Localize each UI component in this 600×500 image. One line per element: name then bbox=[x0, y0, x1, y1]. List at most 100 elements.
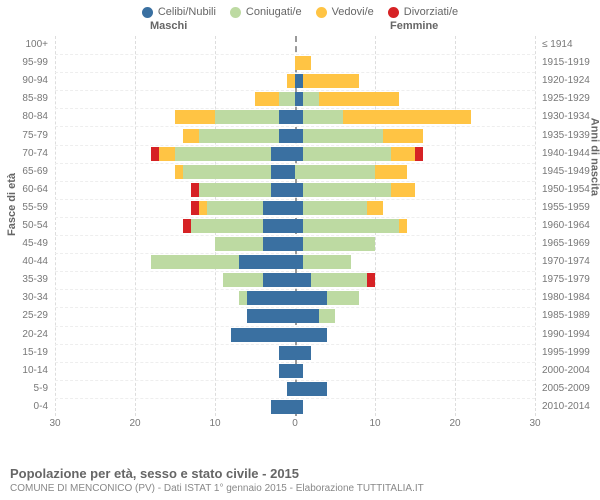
age-row: 35-391975-1979 bbox=[55, 272, 535, 288]
bar-female bbox=[295, 328, 327, 342]
bar-female bbox=[295, 129, 423, 143]
bar-segment bbox=[159, 147, 175, 161]
age-label: 40-44 bbox=[0, 256, 48, 267]
bar-segment bbox=[263, 237, 295, 251]
age-label: 95-99 bbox=[0, 57, 48, 68]
age-label: 5-9 bbox=[0, 383, 48, 394]
bar-segment bbox=[303, 92, 319, 106]
bar-male bbox=[191, 183, 295, 197]
bar-segment bbox=[295, 237, 303, 251]
birth-label: 1935-1939 bbox=[542, 130, 600, 141]
bar-segment bbox=[303, 201, 367, 215]
legend-swatch bbox=[316, 7, 327, 18]
x-tick: 20 bbox=[449, 418, 460, 429]
age-label: 55-59 bbox=[0, 202, 48, 213]
bar-segment bbox=[295, 129, 303, 143]
bar-segment bbox=[399, 219, 407, 233]
age-label: 65-69 bbox=[0, 166, 48, 177]
age-row: 100+≤ 1914 bbox=[55, 37, 535, 53]
bar-female bbox=[295, 309, 335, 323]
bar-male bbox=[215, 237, 295, 251]
legend-item: Vedovi/e bbox=[316, 6, 374, 18]
bar-segment bbox=[295, 346, 311, 360]
age-label: 10-14 bbox=[0, 365, 48, 376]
bar-segment bbox=[391, 183, 415, 197]
bar-segment bbox=[303, 129, 383, 143]
age-row: 90-941920-1924 bbox=[55, 73, 535, 89]
bar-segment bbox=[303, 74, 359, 88]
bar-segment bbox=[311, 273, 367, 287]
age-row: 75-791935-1939 bbox=[55, 128, 535, 144]
bar-segment bbox=[231, 328, 295, 342]
bar-segment bbox=[191, 219, 263, 233]
bar-female bbox=[295, 237, 375, 251]
age-row: 45-491965-1969 bbox=[55, 236, 535, 252]
bar-segment bbox=[343, 110, 471, 124]
bar-segment bbox=[239, 291, 247, 305]
bar-female bbox=[295, 56, 311, 70]
bar-female bbox=[295, 255, 351, 269]
age-row: 65-691945-1949 bbox=[55, 164, 535, 180]
age-label: 85-89 bbox=[0, 93, 48, 104]
birth-label: ≤ 1914 bbox=[542, 39, 600, 50]
bar-segment bbox=[295, 400, 303, 414]
bar-segment bbox=[279, 92, 295, 106]
bar-female bbox=[295, 110, 471, 124]
age-label: 45-49 bbox=[0, 238, 48, 249]
birth-label: 1950-1954 bbox=[542, 184, 600, 195]
legend: Celibi/NubiliConiugati/eVedovi/eDivorzia… bbox=[0, 0, 600, 20]
legend-item: Coniugati/e bbox=[230, 6, 302, 18]
bar-male bbox=[287, 74, 295, 88]
bar-segment bbox=[207, 201, 263, 215]
age-row: 10-142000-2004 bbox=[55, 363, 535, 379]
bar-segment bbox=[415, 147, 423, 161]
x-axis: 3020100102030 bbox=[55, 418, 535, 434]
age-label: 0-4 bbox=[0, 401, 48, 412]
bar-segment bbox=[303, 237, 375, 251]
bar-female bbox=[295, 382, 327, 396]
birth-label: 1995-1999 bbox=[542, 347, 600, 358]
age-label: 30-34 bbox=[0, 292, 48, 303]
bar-segment bbox=[383, 129, 423, 143]
age-row: 85-891925-1929 bbox=[55, 91, 535, 107]
bar-segment bbox=[263, 273, 295, 287]
birth-label: 1930-1934 bbox=[542, 111, 600, 122]
legend-label: Divorziati/e bbox=[404, 6, 458, 18]
bar-segment bbox=[271, 400, 295, 414]
bar-segment bbox=[247, 309, 295, 323]
bar-segment bbox=[183, 129, 199, 143]
age-label: 25-29 bbox=[0, 310, 48, 321]
chart: Fasce di età Anni di nascita 100+≤ 19149… bbox=[0, 36, 600, 434]
x-tick: 10 bbox=[209, 418, 220, 429]
bar-segment bbox=[375, 165, 407, 179]
x-tick: 0 bbox=[292, 418, 298, 429]
bar-segment bbox=[295, 183, 303, 197]
bar-segment bbox=[151, 255, 239, 269]
age-label: 100+ bbox=[0, 39, 48, 50]
bar-segment bbox=[295, 110, 303, 124]
birth-label: 1955-1959 bbox=[542, 202, 600, 213]
age-label: 35-39 bbox=[0, 274, 48, 285]
age-row: 25-291985-1989 bbox=[55, 308, 535, 324]
bar-male bbox=[287, 382, 295, 396]
age-row: 70-741940-1944 bbox=[55, 146, 535, 162]
bar-segment bbox=[303, 183, 391, 197]
x-tick: 30 bbox=[529, 418, 540, 429]
bar-segment bbox=[295, 309, 319, 323]
bar-segment bbox=[183, 165, 271, 179]
age-label: 70-74 bbox=[0, 148, 48, 159]
birth-label: 2000-2004 bbox=[542, 365, 600, 376]
bar-segment bbox=[367, 201, 383, 215]
gender-left: Maschi bbox=[150, 20, 187, 32]
bar-male bbox=[183, 129, 295, 143]
birth-label: 1990-1994 bbox=[542, 329, 600, 340]
gender-labels: Maschi Femmine bbox=[0, 20, 600, 36]
bar-segment bbox=[279, 110, 295, 124]
bar-male bbox=[255, 92, 295, 106]
age-row: 30-341980-1984 bbox=[55, 290, 535, 306]
bar-segment bbox=[295, 147, 303, 161]
bar-female bbox=[295, 74, 359, 88]
bar-segment bbox=[303, 219, 399, 233]
bar-segment bbox=[199, 183, 271, 197]
x-tick: 20 bbox=[129, 418, 140, 429]
